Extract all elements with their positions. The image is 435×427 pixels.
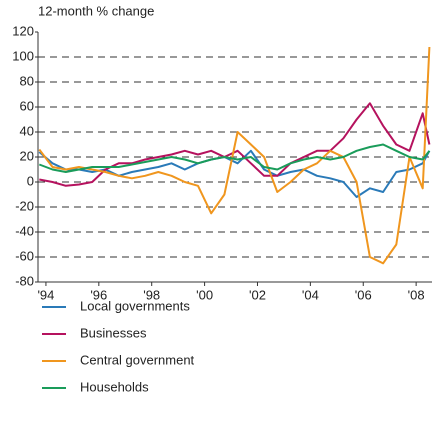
- legend-label: Businesses: [80, 325, 147, 340]
- x-tick-label: '04: [302, 287, 319, 302]
- y-tick-label: 80: [20, 73, 34, 88]
- y-tick-label: -80: [15, 273, 34, 288]
- series-line: [38, 46, 431, 265]
- legend-label: Households: [80, 379, 149, 394]
- y-tick-label: 0: [27, 173, 34, 188]
- x-tick-label: '02: [249, 287, 266, 302]
- series-line: [38, 143, 431, 173]
- x-tick-label: '94: [37, 287, 54, 302]
- y-tick-label: 60: [20, 98, 34, 113]
- y-tick-label: -60: [15, 248, 34, 263]
- y-tick-label: 40: [20, 123, 34, 138]
- x-tick-label: '96: [90, 287, 107, 302]
- legend-label: Local governments: [80, 298, 190, 313]
- series-line: [39, 102, 431, 187]
- y-tick-label: 120: [12, 23, 34, 38]
- y-tick-label: -40: [15, 223, 34, 238]
- y-axis-title: 12-month % change: [38, 3, 154, 18]
- y-tick-label: -20: [15, 198, 34, 213]
- x-tick-label: '00: [196, 287, 213, 302]
- y-tick-label: 100: [12, 48, 34, 63]
- x-tick-label: '06: [355, 287, 372, 302]
- series-line: [38, 149, 431, 198]
- x-tick-label: '08: [408, 287, 425, 302]
- legend-label: Central government: [80, 352, 195, 367]
- y-tick-label: 20: [20, 148, 34, 163]
- x-tick-label: '98: [143, 287, 160, 302]
